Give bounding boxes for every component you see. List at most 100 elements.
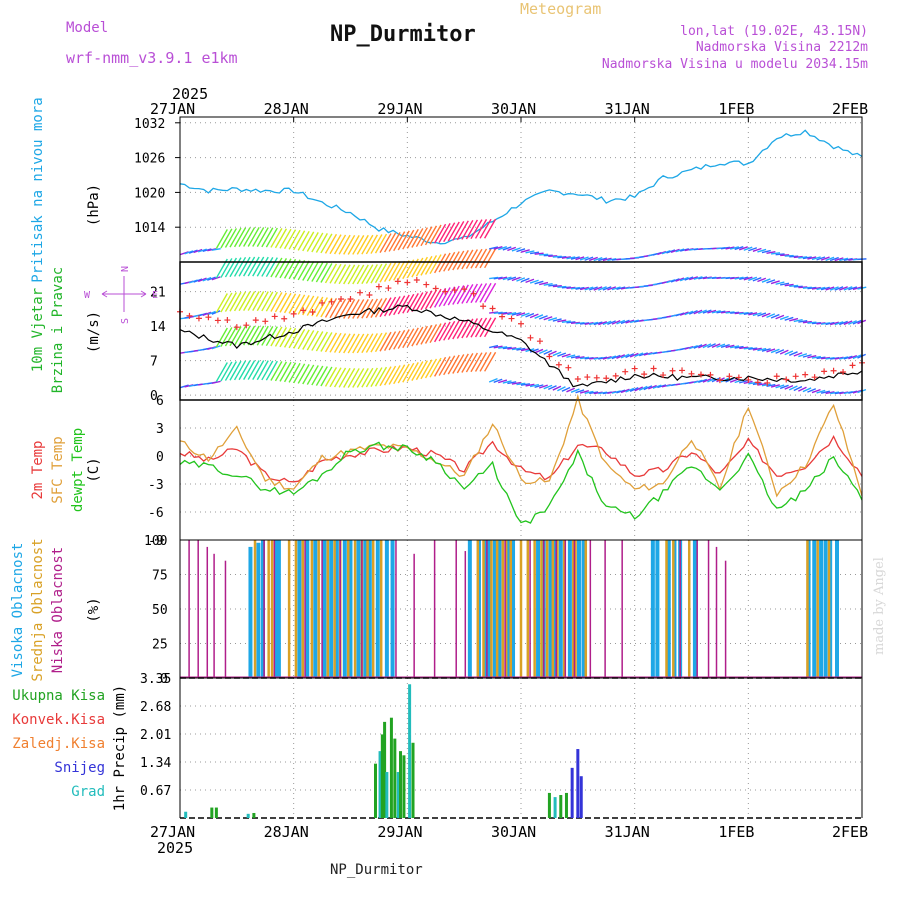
- cloud-bar: [492, 540, 497, 678]
- wind-gust-marker: [840, 369, 847, 376]
- wind-barb: [224, 361, 238, 381]
- wind-barb: [829, 286, 839, 291]
- wind-gust-marker: [802, 371, 809, 378]
- wind-gust-marker: [423, 281, 430, 288]
- wind-gust-marker: [271, 313, 278, 320]
- wind-barb: [374, 263, 388, 284]
- wind-gust-marker: [726, 373, 733, 380]
- wind-barb: [811, 321, 822, 325]
- wind-barb: [543, 349, 553, 355]
- wind-barb: [252, 256, 265, 277]
- wind-barb: [388, 365, 401, 385]
- side-label: Niska Oblacnost: [50, 547, 66, 673]
- wind-barb: [293, 363, 306, 384]
- x-tick-label-bottom: 31JAN: [605, 823, 650, 841]
- wind-barb: [274, 228, 288, 249]
- y-axis-label: (%): [86, 597, 102, 622]
- wind-barb: [725, 344, 735, 349]
- wind-gust-marker: [754, 379, 761, 386]
- cloud-bar: [304, 540, 306, 678]
- wind-barb: [543, 384, 553, 390]
- wind-barb: [474, 248, 488, 269]
- wind-barb: [293, 259, 306, 280]
- wind-barb: [247, 291, 260, 311]
- cloud-bar: [366, 540, 369, 678]
- wind-barb: [420, 226, 433, 247]
- cloud-bar: [650, 540, 655, 678]
- wind-gust-marker: [811, 374, 818, 381]
- wind-barb: [238, 325, 251, 346]
- wind-barb: [356, 264, 369, 285]
- wind-barb: [479, 282, 492, 303]
- wind-barb: [379, 262, 392, 283]
- wind-barb: [748, 276, 758, 281]
- wind-barb: [739, 346, 749, 350]
- wind-barb: [707, 309, 717, 314]
- wind-barb: [434, 356, 447, 377]
- wind-barb: [402, 259, 415, 280]
- wind-barb: [757, 248, 767, 253]
- wind-barb: [834, 257, 844, 262]
- wind-gust-marker: [375, 283, 382, 290]
- wind-barb: [761, 249, 771, 254]
- wind-barb: [811, 355, 821, 359]
- wind-barb: [543, 283, 553, 286]
- wind-barb: [670, 278, 680, 283]
- x-tick-label-top: 31JAN: [605, 100, 650, 118]
- wind-barb: [843, 286, 853, 291]
- cloud-bar: [556, 540, 559, 678]
- precip-bar: [383, 721, 387, 818]
- wind-barb: [238, 360, 251, 381]
- cloud-bar: [342, 540, 347, 678]
- wind-barb: [479, 248, 492, 269]
- y-tick-label: -3: [148, 478, 164, 493]
- cloud-bar: [256, 542, 261, 678]
- wind-gust-marker: [243, 322, 250, 329]
- wind-barb: [779, 384, 789, 390]
- wind-barb: [739, 276, 749, 281]
- year-label-top: 2025: [172, 85, 208, 103]
- wind-barb: [247, 360, 260, 380]
- wind-barb: [352, 299, 365, 319]
- wind-gust-marker: [442, 288, 449, 295]
- cloud-bar: [263, 540, 265, 678]
- cloud-bar: [326, 540, 330, 678]
- compass-e: E: [152, 290, 158, 301]
- cloud-bar: [558, 540, 563, 678]
- wind-barb: [370, 234, 383, 254]
- wind-barb: [598, 286, 607, 291]
- cloud-bar: [287, 540, 291, 678]
- cloud-bar: [339, 540, 342, 678]
- wind-barb: [270, 257, 283, 278]
- wind-barb: [839, 286, 848, 291]
- legend-label: Grad: [71, 784, 105, 800]
- wind-barb: [220, 361, 233, 382]
- wind-barb: [666, 249, 676, 254]
- cloud-bar: [564, 540, 567, 678]
- x-tick-label-bottom: 28JAN: [264, 823, 309, 841]
- wind-barb: [338, 234, 351, 255]
- wind-barb: [488, 377, 498, 383]
- wind-barb: [306, 296, 319, 316]
- wind-barb: [788, 351, 798, 356]
- wind-barb: [283, 293, 297, 314]
- wind-barb: [761, 312, 771, 318]
- cloud-bar: [655, 540, 660, 678]
- y-tick-label: 21: [150, 286, 166, 301]
- wind-barb: [730, 276, 740, 280]
- wind-barb: [702, 309, 712, 314]
- cloud-bar: [715, 546, 718, 678]
- wind-barb: [379, 331, 392, 352]
- wind-barb: [770, 280, 780, 285]
- y-tick-label: 100: [144, 534, 167, 549]
- wind-barb: [661, 249, 671, 255]
- wind-barb: [752, 277, 762, 282]
- wind-gust-marker: [716, 377, 723, 384]
- wind-barb: [374, 332, 388, 353]
- y-tick-label: 1014: [134, 221, 165, 236]
- wind-barb: [816, 322, 826, 325]
- wind-barb: [424, 324, 438, 344]
- wind-barb: [215, 327, 228, 348]
- wind-barb: [452, 221, 465, 241]
- wind-barb: [374, 297, 388, 318]
